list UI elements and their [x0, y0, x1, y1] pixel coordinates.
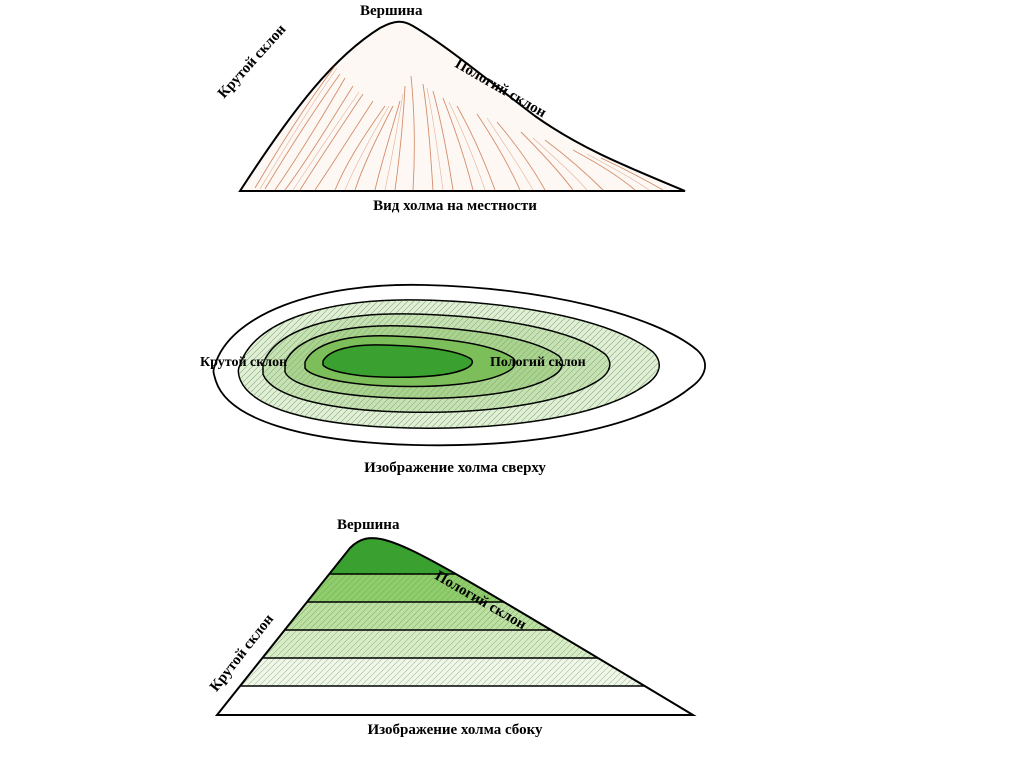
panel-side-elev: Вершина Крутой склон Пологий склон Изобр…	[185, 520, 725, 755]
label-peak-3: Вершина	[337, 517, 399, 534]
caption-3: Изображение холма сбоку	[185, 722, 725, 739]
panel-top-view: Крутой склон Пологий склон Изображение х…	[185, 260, 725, 490]
caption-1: Вид холма на местности	[185, 198, 725, 215]
caption-2: Изображение холма сверху	[185, 460, 725, 477]
label-steep-2: Крутой склон	[200, 355, 287, 371]
label-peak-1: Вершина	[360, 3, 422, 20]
label-gentle-2: Пологий склон	[490, 355, 586, 371]
panel-terrain-view: Вершина Крутой склон Пологий склон Вид х…	[185, 6, 725, 226]
